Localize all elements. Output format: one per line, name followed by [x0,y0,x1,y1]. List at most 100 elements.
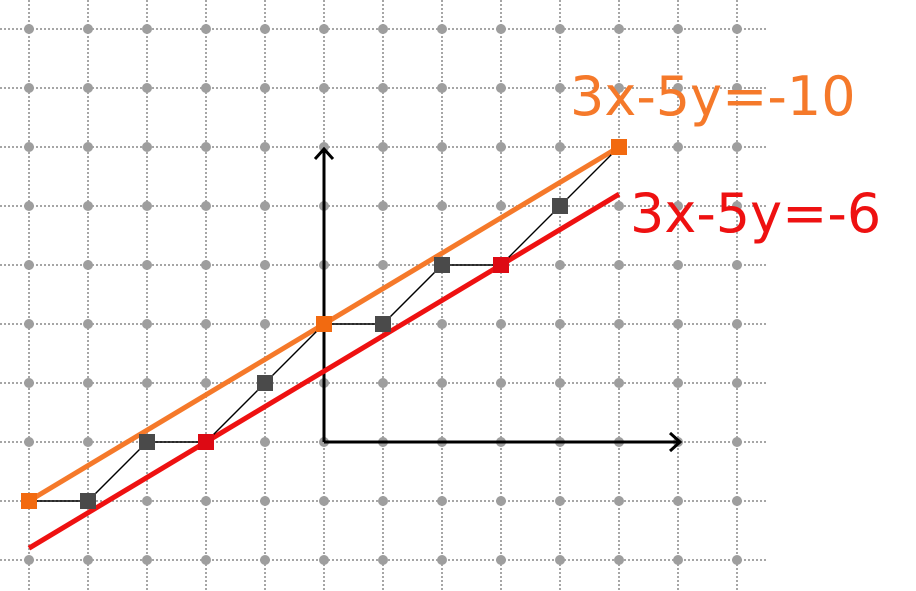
grid-dot [496,496,506,506]
grid-dot [732,319,742,329]
grid-dot [496,83,506,93]
grid-dot [732,24,742,34]
x-axis-arrow-icon [668,431,683,453]
grid-dot [732,555,742,565]
grid-dot [201,201,211,211]
point-marker [316,316,332,332]
grid-dot [732,378,742,388]
grid-dot [378,201,388,211]
grid-dot [24,142,34,152]
grid-dot [673,319,683,329]
grid-dot [24,24,34,34]
grid-dot [24,555,34,565]
grid-dot [201,83,211,93]
grid-dot [319,24,329,34]
y-axis-arrow-icon [313,146,335,161]
grid-dot [555,496,565,506]
grid-dot [378,496,388,506]
grid-dot [142,142,152,152]
grid-dot [260,437,270,447]
grid-dot [24,201,34,211]
series-line-2 [27,192,621,551]
point-marker [434,257,450,273]
grid-dot [83,378,93,388]
point-marker [611,139,627,155]
grid-dot [142,496,152,506]
grid-dot [142,319,152,329]
grid-dot [614,201,624,211]
equation-label-1: 3x-5y=-10 [570,65,856,128]
grid-dot [201,378,211,388]
grid-dot [83,260,93,270]
point-marker [198,434,214,450]
grid-dot [437,83,447,93]
grid-dot [673,555,683,565]
grid-dot [614,496,624,506]
axes [313,146,683,453]
grid-dot [732,437,742,447]
grid-dot [437,378,447,388]
grid-dot [83,201,93,211]
grid-dot [437,496,447,506]
grid-dot [673,201,683,211]
grid-dot [437,201,447,211]
point-marker [257,375,273,391]
grid-dot [378,555,388,565]
grid-dot [83,437,93,447]
grid-dot [378,83,388,93]
grid-dot [201,555,211,565]
grid-dot [142,24,152,34]
grid-dot [732,83,742,93]
point-marker [80,493,96,509]
grid-dot [437,555,447,565]
grid-dot [732,260,742,270]
grid-dot [24,378,34,388]
grid-dot [673,260,683,270]
point-marker [552,198,568,214]
grid-dot [437,319,447,329]
grid-dot [142,378,152,388]
grid-dot [673,496,683,506]
grid-dot [614,555,624,565]
grid-dot [83,319,93,329]
point-marker [493,257,509,273]
grid [0,0,768,591]
grid-dot [201,260,211,270]
grid-dot [83,555,93,565]
grid-dot [201,142,211,152]
grid-dot [673,142,683,152]
grid-dot [83,24,93,34]
grid-dot [260,319,270,329]
grid-dot [614,378,624,388]
point-marker [375,316,391,332]
grid-dot [24,260,34,270]
grid-dot [555,83,565,93]
grid-dot [24,437,34,447]
grid-dot [496,201,506,211]
grid-dot [260,142,270,152]
grid-dot [201,496,211,506]
grid-dot [378,142,388,152]
grid-dot [555,319,565,329]
grid-dot [614,319,624,329]
point-marker [139,434,155,450]
equation-label-2: 3x-5y=-6 [630,182,881,245]
grid-dot [496,555,506,565]
grid-dot [319,555,329,565]
grid-dot [555,142,565,152]
grid-dot [260,24,270,34]
grid-dot [555,378,565,388]
grid-dot [319,83,329,93]
grid-dot [614,83,624,93]
grid-dot [496,142,506,152]
grid-dot [142,555,152,565]
grid-dot [201,24,211,34]
grid-dot [142,260,152,270]
grid-dot [732,142,742,152]
grid-dot [732,201,742,211]
grid-dot [378,260,388,270]
grid-dot [319,496,329,506]
grid-dot [378,378,388,388]
